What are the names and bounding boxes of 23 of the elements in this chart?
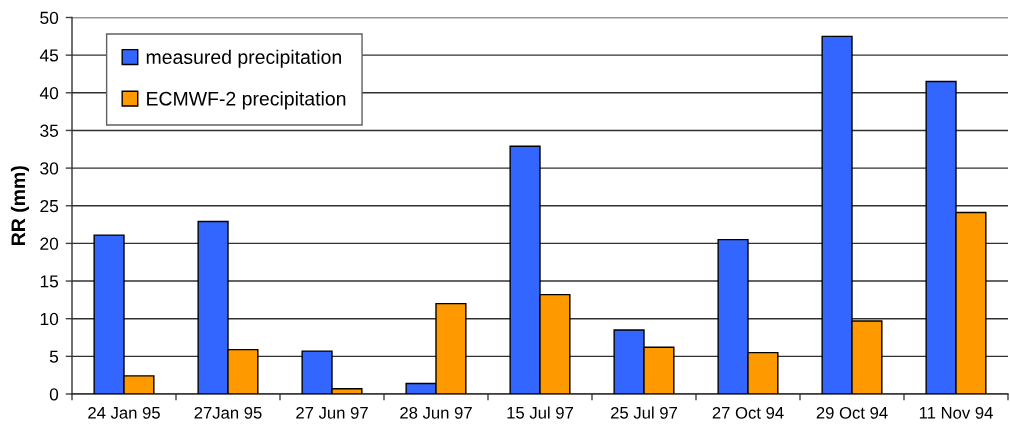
- y-tick-label: 25: [40, 199, 59, 213]
- y-tick-label: 5: [49, 350, 59, 363]
- x-tick-label: 28 Jun 97: [400, 406, 472, 419]
- legend-label: ECMWF-2 precipitation: [147, 91, 346, 110]
- y-tick-label: 20: [40, 237, 59, 250]
- y-axis-title: RR (mm): [10, 166, 29, 245]
- x-tick-label: 27 Oct 94: [712, 406, 784, 419]
- x-tick-label: 24 Jan 95: [88, 406, 160, 419]
- x-tick-label: 27Jan 95: [194, 406, 262, 419]
- x-tick-label: 15 Jul 97: [507, 406, 573, 419]
- x-tick-label: 29 Oct 94: [816, 406, 888, 419]
- x-tick-label: 27 Jun 97: [296, 406, 368, 419]
- legend-label: measured precipitation: [146, 49, 341, 68]
- x-tick-label: 11 Nov 94: [919, 406, 993, 419]
- y-tick-label: 40: [39, 86, 59, 100]
- y-tick-label: 10: [40, 312, 59, 326]
- x-tick-label: 25 Jul 97: [611, 406, 677, 419]
- y-tick-label: 50: [40, 11, 59, 24]
- y-tick-label: 35: [40, 124, 59, 137]
- y-tick-label: 45: [39, 49, 59, 62]
- y-tick-label: 15: [40, 275, 59, 288]
- y-tick-label: 30: [40, 162, 59, 175]
- y-tick-label: 0: [49, 388, 59, 401]
